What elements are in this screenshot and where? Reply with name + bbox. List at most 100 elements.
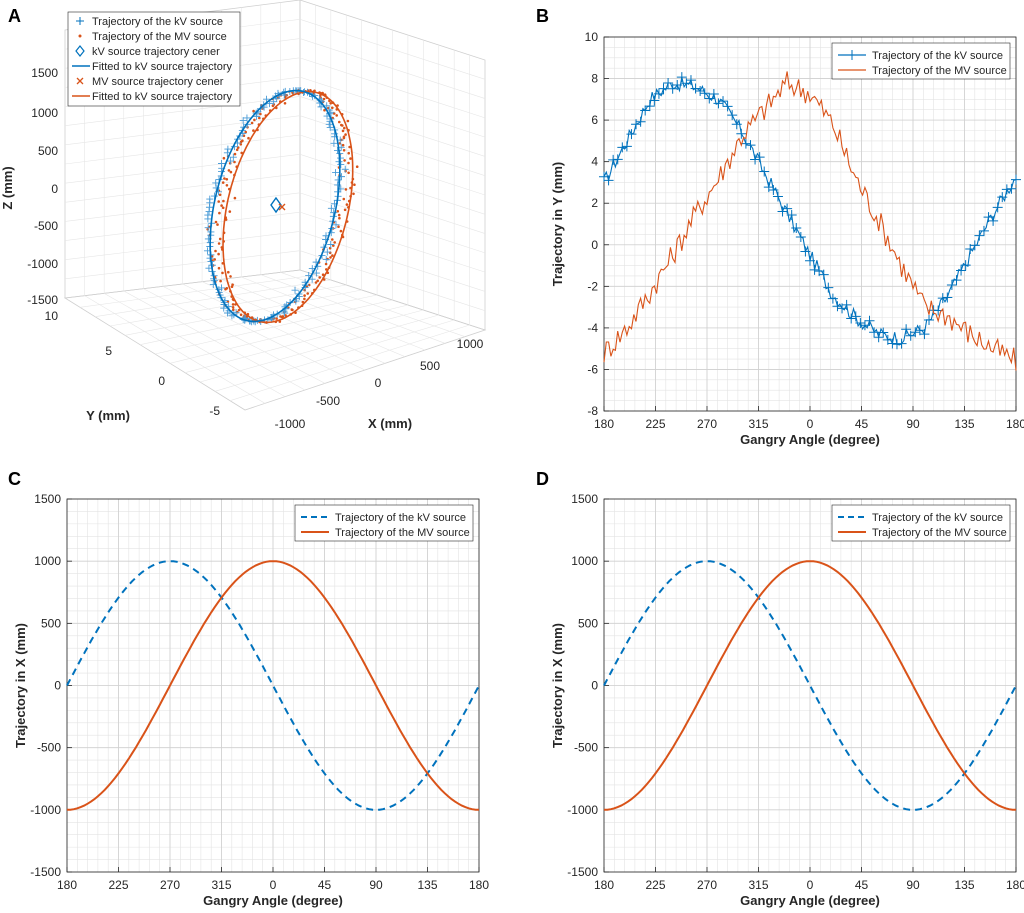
- kv-plus-marker: [1011, 174, 1021, 185]
- kv-plus-marker: [736, 128, 747, 139]
- mv-source-dot: [343, 126, 346, 130]
- series-line-kv: [66, 560, 480, 811]
- x-tick-label: 1000: [457, 337, 484, 351]
- chart-a-3d-trajectory: 1500 1000 500 0 -500 -1000 -1500 Z (mm) 10 5 0 -5 Y …: [0, 0, 487, 431]
- mv-source-dot: [220, 204, 223, 207]
- mv-source-dot: [231, 306, 235, 309]
- mv-source-dot: [233, 196, 237, 200]
- kv-plus-marker: [823, 282, 834, 293]
- y-tick-label: 1500: [34, 492, 61, 506]
- kv-plus-marker: [978, 225, 989, 236]
- kv-plus-marker: [832, 301, 843, 312]
- x-axis-title: Gangry Angle (degree): [203, 893, 343, 908]
- y-tick-label: -2: [587, 279, 598, 293]
- mv-source-dot: [216, 223, 219, 226]
- mv-source-dot: [338, 216, 341, 220]
- kv-plus-marker: [809, 264, 820, 275]
- mv-source-dot: [221, 271, 224, 275]
- mv-source-dot: [250, 121, 254, 125]
- kv-plus-marker: [690, 83, 701, 94]
- x-tick-label: 0: [807, 878, 814, 892]
- kv-plus-marker: [612, 154, 623, 165]
- kv-plus-marker: [850, 311, 861, 322]
- kv-plus-marker: [621, 141, 632, 152]
- kv-source-marker: [212, 179, 220, 187]
- z-tick-label: 0: [51, 182, 58, 196]
- kv-source-marker: [281, 309, 289, 317]
- kv-plus-marker: [685, 75, 696, 86]
- mv-source-dot: [283, 102, 287, 105]
- mv-source-dot: [227, 270, 230, 274]
- x-tick-label: 315: [748, 878, 768, 892]
- mv-source-dot: [303, 294, 306, 297]
- legend-mv-dot: [78, 34, 82, 38]
- legend-label: Trajectory of the MV source: [335, 527, 470, 539]
- mv-source-dot: [228, 210, 232, 213]
- mv-source-dot: [329, 102, 333, 105]
- z-tick-label: -1000: [27, 257, 58, 271]
- mv-source-dot: [233, 152, 237, 156]
- mv-source-dot: [342, 149, 346, 152]
- kv-source-marker: [291, 286, 299, 294]
- y-tick-label: -6: [587, 362, 598, 376]
- kv-plus-marker: [805, 255, 815, 266]
- mv-source-dot: [344, 133, 347, 136]
- mv-source-dot: [329, 256, 332, 259]
- grid-line: [229, 324, 470, 401]
- kv-plus-marker: [635, 116, 646, 127]
- mv-source-dot: [343, 159, 346, 162]
- panel-label-d: D: [536, 469, 549, 489]
- kv-plus-marker: [768, 185, 779, 196]
- kv-plus-marker: [887, 338, 898, 349]
- kv-source-marker: [327, 241, 335, 249]
- mv-source-dot: [231, 303, 235, 306]
- mv-source-dot: [336, 210, 340, 213]
- legend-label: Trajectory of the MV source: [872, 65, 1007, 77]
- y-tick-label: 0: [591, 238, 598, 252]
- series-line-kv: [603, 560, 1017, 811]
- x-tick-label: 90: [906, 878, 920, 892]
- mv-source-dot: [333, 241, 337, 244]
- mv-source-dot: [231, 283, 234, 287]
- kv-source-marker: [327, 204, 335, 212]
- mv-source-dot: [331, 106, 334, 110]
- legend-box: [67, 11, 241, 107]
- kv-plus-marker: [846, 313, 857, 324]
- legend-label: Trajectory of the kV source: [335, 512, 466, 524]
- mv-source-dot: [214, 249, 217, 253]
- mv-source-dot: [344, 188, 348, 191]
- mv-source-dot: [242, 134, 246, 137]
- mv-source-dot: [214, 220, 218, 224]
- kv-source-marker: [330, 139, 338, 147]
- kv-plus-marker: [722, 101, 733, 112]
- x-axis-title: Gangry Angle (degree): [740, 893, 880, 908]
- mv-fitted-ellipse: [222, 90, 354, 324]
- y-tick-label: -500: [574, 741, 598, 755]
- grid-line: [182, 283, 366, 371]
- y-tick-label: 0: [591, 679, 598, 693]
- mv-source-dot: [258, 116, 261, 120]
- legend-label: kV source trajectory cener: [92, 46, 220, 58]
- chart-d-trajectory-x: 180 225 270 315 0 45 90 135 180-1500-1000-500050…: [550, 492, 1024, 908]
- kv-source-marker: [224, 145, 232, 153]
- mv-source-dot: [347, 171, 350, 175]
- z-axis-title: Z (mm): [0, 166, 15, 209]
- mv-source-dot: [321, 273, 325, 277]
- kv-plus-marker: [997, 192, 1008, 203]
- mv-source-dot: [229, 170, 233, 174]
- kv-plus-marker: [695, 85, 706, 96]
- kv-plus-marker: [663, 77, 674, 88]
- mv-source-dot: [303, 297, 306, 301]
- kv-plus-marker: [859, 320, 870, 331]
- kv-plus-marker: [759, 166, 770, 177]
- kv-plus-marker: [713, 98, 724, 109]
- panel-label-c: C: [8, 469, 21, 489]
- mv-source-dot: [253, 118, 256, 122]
- x-tick-label: 45: [855, 417, 869, 431]
- kv-plus-marker: [631, 119, 642, 130]
- z-tick-label: 1000: [31, 106, 58, 120]
- kv-source-marker: [312, 269, 320, 277]
- kv-plus-marker: [617, 142, 628, 153]
- y-tick-label: 4: [591, 155, 598, 169]
- legend-label: Trajectory of the kV source: [872, 512, 1003, 524]
